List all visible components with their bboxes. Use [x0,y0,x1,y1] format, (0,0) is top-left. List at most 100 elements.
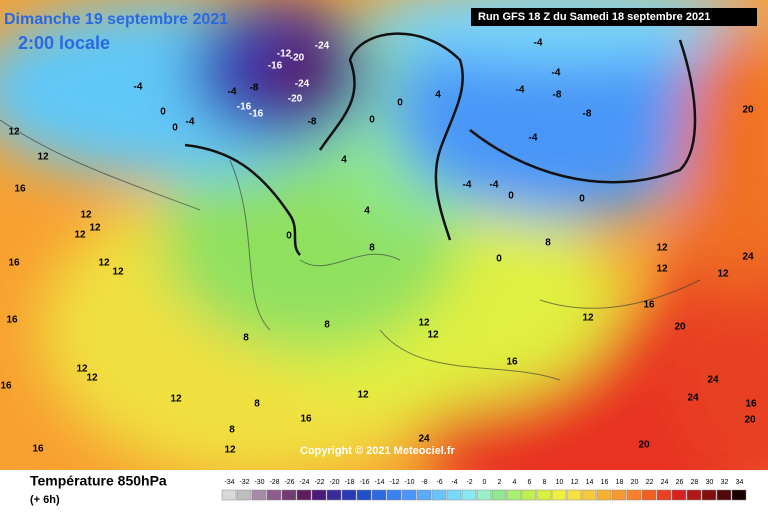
contour-label: 12 [74,230,86,241]
contour-label: -16 [268,61,283,72]
legend-tick-label: 6 [528,479,532,486]
legend-tick-label: -28 [269,479,279,486]
contour-label: 12 [582,313,594,324]
contour-label: 12 [98,258,110,269]
contour-label: 20 [744,415,756,426]
legend-swatch [371,489,387,501]
contour-label: 4 [341,155,347,166]
contour-label: 12 [224,445,236,456]
contour-label: 12 [357,390,369,401]
contour-label: 20 [674,322,686,333]
legend-tick-label: 0 [483,479,487,486]
legend-tick-label: -14 [374,479,384,486]
contour-label: 24 [687,393,699,404]
contour-label: 16 [300,414,312,425]
copyright: Copyright © 2021 Meteociel.fr [300,445,456,457]
contour-label: -8 [308,117,317,128]
legend-swatch [461,489,477,501]
legend-tick-label: 34 [736,479,744,486]
legend-tick-label: -32 [239,479,249,486]
contour-label: 12 [656,243,668,254]
contour-label: -4 [463,180,472,191]
legend-swatch [731,489,747,501]
legend-swatch [431,489,447,501]
contour-label: -8 [553,90,562,101]
contour-label: 16 [0,381,12,392]
legend-tick-label: -6 [436,479,442,486]
legend-tick-label: 8 [543,479,547,486]
contour-label: 4 [435,90,441,101]
legend-swatch [686,489,702,501]
contour-label: -24 [295,79,310,90]
legend-tick-label: -22 [314,479,324,486]
legend-tick-label: 4 [513,479,517,486]
legend-swatch [596,489,612,501]
legend-swatch [341,489,357,501]
contour-label: 0 [160,107,166,118]
contour-label: 12 [76,364,88,375]
contour-label: 24 [418,434,430,445]
legend-tick-label: -30 [254,479,264,486]
legend-swatch [536,489,552,501]
legend-tick-label: 12 [571,479,579,486]
contour-label: 0 [172,123,178,134]
contour-label: 8 [254,399,260,410]
contour-label: 8 [324,320,330,331]
contour-label: 16 [745,399,757,410]
legend-swatch [356,489,372,501]
contour-label: 0 [579,194,585,205]
contour-label: 12 [80,210,92,221]
contour-label: -20 [290,53,305,64]
legend-tick-label: 16 [601,479,609,486]
run-label: Run GFS 18 Z du Samedi 18 septembre 2021 [478,11,710,23]
legend-tick-label: -2 [466,479,472,486]
contour-label: 16 [506,357,518,368]
legend-swatch [221,489,237,501]
footer-title: Température 850hPa [30,473,167,489]
legend-tick-label: -10 [404,479,414,486]
contour-label: -4 [490,180,499,191]
contour-label: -4 [552,68,561,79]
contour-label: -16 [237,102,252,113]
legend-swatch [506,489,522,501]
legend-swatch [491,489,507,501]
contour-label: -4 [529,133,538,144]
legend-swatch [236,489,252,501]
legend-tick-label: 2 [498,479,502,486]
contour-label: 8 [243,333,249,344]
contour-label: -24 [315,41,330,52]
legend-swatch [611,489,627,501]
contour-label: 16 [8,258,20,269]
contour-label: 24 [742,252,754,263]
contour-label: 8 [545,238,551,249]
contour-label: -20 [288,94,303,105]
contour-label: 12 [656,264,668,275]
contour-label: 12 [717,269,729,280]
contour-label: 0 [286,231,292,242]
contour-label: 4 [364,206,370,217]
contour-label: 12 [89,223,101,234]
contour-label: -12 [277,49,292,60]
contour-label: 8 [229,425,235,436]
legend-swatch [296,489,312,501]
legend-swatch [551,489,567,501]
legend-tick-label: 32 [721,479,729,486]
legend-swatch [656,489,672,501]
legend-swatch [476,489,492,501]
legend-swatch [521,489,537,501]
run-box [471,8,757,26]
contour-label: 0 [508,191,514,202]
legend-tick-label: 20 [631,479,639,486]
legend-tick-label: -8 [421,479,427,486]
contour-label: 12 [170,394,182,405]
contour-label: 0 [369,115,375,126]
contour-label: -16 [249,109,264,120]
legend-swatch [401,489,417,501]
legend-tick-label: -16 [359,479,369,486]
legend-tick-label: 24 [661,479,669,486]
legend-swatch [386,489,402,501]
contour-label: 24 [707,375,719,386]
contour-label: 16 [6,315,18,326]
legend-swatch [581,489,597,501]
